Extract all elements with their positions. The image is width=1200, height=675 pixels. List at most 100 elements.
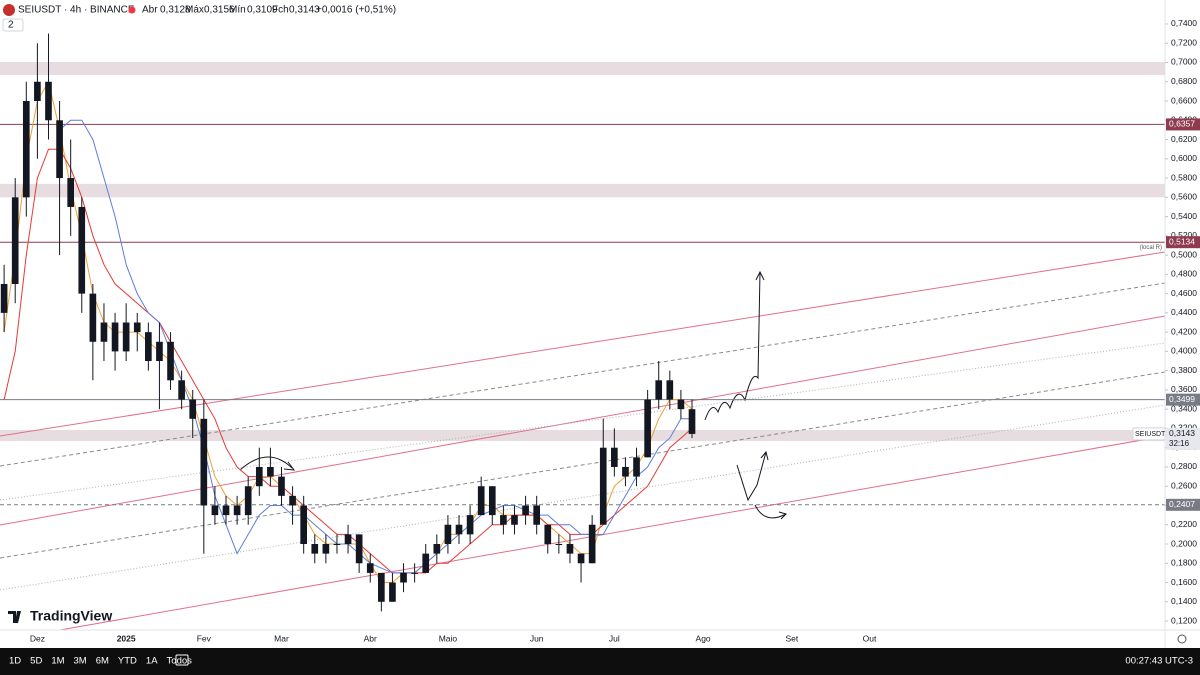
candle-body — [488, 486, 496, 516]
range-button[interactable]: 1A — [146, 656, 158, 667]
range-button[interactable]: 1D — [9, 656, 21, 667]
price-tag-label: 0,3143 — [1169, 428, 1195, 438]
settings-icon[interactable] — [1177, 634, 1187, 644]
candle-body — [189, 399, 197, 419]
range-button[interactable]: 5D — [30, 656, 42, 667]
x-tick-label: Mar — [274, 633, 289, 643]
candle-body — [211, 505, 219, 516]
ohlc-label: Mín — [229, 5, 246, 16]
price-tag — [1166, 427, 1200, 450]
data-layer — [0, 33, 1165, 612]
logo-icon — [8, 611, 21, 623]
candle-body — [344, 534, 352, 545]
candle-body — [433, 544, 441, 554]
date-range-icon[interactable] — [175, 654, 189, 666]
x-tick-label: 2025 — [117, 633, 136, 643]
candle-body — [222, 505, 230, 516]
arrowhead — [760, 450, 769, 461]
candle-body — [167, 341, 174, 381]
y-tick-label: 0,2000 — [1171, 538, 1197, 548]
x-tick-label: Jun — [530, 633, 544, 643]
range-button[interactable]: 3M — [74, 656, 87, 667]
axis-layer: 0,74000,72000,70000,68000,66000,64000,62… — [30, 18, 1200, 643]
x-tick-label: Dez — [30, 633, 45, 643]
y-tick-label: 0,7400 — [1171, 18, 1197, 28]
y-tick-label: 0,3800 — [1171, 365, 1197, 375]
x-tick-label: Abr — [364, 633, 377, 643]
symbol-icon — [3, 4, 15, 16]
candle-body — [422, 553, 430, 573]
arrow — [736, 451, 767, 502]
level-tag — [1166, 498, 1200, 511]
candle-body — [411, 572, 418, 574]
candle-body — [566, 544, 574, 554]
candle-body — [544, 524, 552, 545]
channel-line — [0, 251, 1166, 437]
candle-body — [444, 524, 452, 545]
candle-body — [89, 293, 97, 342]
range-button[interactable]: 6M — [96, 656, 109, 667]
candle-body — [100, 322, 108, 342]
range-button[interactable]: YTD — [118, 656, 137, 667]
symbol-tag-label: SEIUSDT — [1135, 431, 1166, 438]
y-tick-label: 0,6600 — [1171, 95, 1197, 105]
channel-line — [59, 435, 1166, 631]
candle-body — [677, 399, 685, 410]
candle-body — [156, 341, 163, 362]
background-layer — [0, 62, 1165, 442]
arrow — [239, 456, 293, 471]
countdown: 32:16 — [1169, 439, 1190, 448]
candle-body — [22, 101, 30, 198]
y-tick-label: 0,6200 — [1171, 134, 1197, 144]
candle-body — [56, 120, 63, 179]
level-tag — [1166, 393, 1200, 406]
candle-body — [300, 505, 308, 545]
x-tick-label: Jul — [609, 633, 620, 643]
clock: 00:27:43 UTC-3 — [1125, 656, 1193, 667]
candle-body — [133, 322, 141, 333]
candle-body — [400, 572, 407, 583]
y-tick-label: 0,1400 — [1171, 596, 1197, 606]
x-tick-label: Fev — [197, 633, 212, 643]
arrowhead — [778, 511, 787, 520]
y-tick-label: 0,5600 — [1171, 192, 1197, 202]
candle-body — [522, 505, 529, 516]
candle-body — [588, 524, 596, 564]
candle-body — [67, 178, 75, 207]
candle-body — [599, 447, 607, 525]
symbol-tag — [1132, 427, 1166, 441]
moving-average — [59, 119, 692, 574]
candle-body — [111, 322, 119, 352]
candle-body — [311, 544, 319, 554]
y-tick-label: 0,5800 — [1171, 172, 1197, 182]
candle-body — [455, 524, 463, 535]
arrow — [704, 271, 761, 421]
arrowhead — [283, 461, 296, 471]
candle-body — [200, 418, 208, 506]
channel-mid — [0, 282, 1166, 467]
y-tick-label: 0,3200 — [1171, 423, 1197, 433]
ohlc-label: Abr — [142, 5, 158, 16]
y-tick-label: 0,3600 — [1171, 384, 1197, 394]
change: +0,0016 (+0,51%) — [316, 5, 396, 16]
level-tag-label: 0,5134 — [1169, 236, 1195, 246]
range-button[interactable]: Todos — [167, 656, 193, 667]
ohlc-value: 0,3128 — [160, 5, 191, 16]
candle-body — [533, 505, 541, 525]
y-tick-label: 0,6000 — [1171, 153, 1197, 163]
moving-average — [3, 148, 693, 574]
candle-body — [378, 572, 385, 602]
candle-body — [233, 505, 241, 516]
status-dot — [128, 6, 136, 14]
indicator-toggle[interactable] — [2, 18, 24, 32]
candle-body — [500, 515, 507, 525]
y-tick-label: 0,2600 — [1171, 480, 1197, 490]
channel-dotted — [0, 342, 1166, 501]
y-tick-label: 0,3400 — [1171, 403, 1197, 413]
candle-body — [611, 447, 618, 467]
candle-body — [145, 332, 152, 362]
range-button[interactable]: 1M — [51, 656, 64, 667]
channel-mid — [0, 371, 1166, 559]
